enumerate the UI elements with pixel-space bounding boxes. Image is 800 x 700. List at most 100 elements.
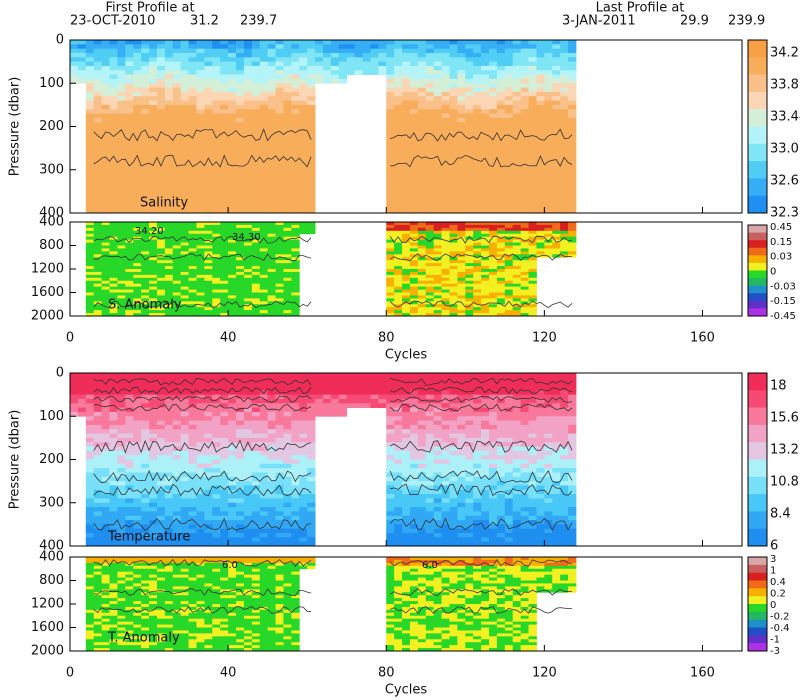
field-cell — [275, 187, 284, 192]
field-cell — [141, 143, 150, 149]
field-cell — [93, 373, 103, 378]
field-cell — [133, 139, 142, 145]
field-cell — [552, 165, 561, 171]
field-cell — [85, 485, 95, 491]
field-cell — [243, 476, 253, 482]
field-cell — [141, 178, 150, 184]
field-cell — [496, 245, 506, 249]
field-cell — [496, 152, 506, 158]
field-cell — [85, 507, 95, 512]
field-cell — [291, 61, 300, 67]
field-cell — [70, 373, 79, 378]
field-cell — [457, 87, 466, 93]
field-cell — [425, 208, 435, 214]
field-cell — [101, 61, 110, 67]
field-cell — [149, 411, 158, 417]
field-cell — [243, 117, 253, 123]
field-cell — [156, 204, 166, 210]
field-cell — [528, 139, 537, 145]
field-cell — [259, 224, 269, 229]
field-cell — [204, 489, 213, 495]
field-cell — [473, 224, 482, 229]
field-cell — [267, 200, 276, 205]
contour-line — [390, 128, 573, 142]
field-cell — [417, 40, 427, 45]
field-cell — [141, 260, 150, 264]
field-cell — [489, 227, 498, 232]
field-cell — [109, 100, 118, 106]
field-cell — [291, 269, 300, 273]
field-cell — [109, 143, 118, 149]
field-cell — [267, 245, 276, 249]
field-cell — [93, 385, 103, 391]
field-cell — [496, 260, 506, 264]
field-cell — [504, 187, 514, 192]
field-cell — [275, 424, 284, 430]
field-cell — [141, 280, 150, 285]
field-cell — [133, 104, 142, 110]
field-cell — [204, 208, 213, 214]
field-cell — [188, 292, 197, 296]
field-cell — [307, 187, 316, 192]
field-cell — [544, 135, 553, 140]
field-cell — [504, 274, 514, 279]
field-cell — [93, 424, 103, 430]
field-cell — [251, 502, 261, 508]
field-cell — [243, 260, 253, 264]
field-cell — [402, 91, 411, 97]
field-cell — [180, 295, 189, 299]
field-cell — [196, 528, 205, 534]
field-cell — [212, 533, 221, 538]
field-cell — [259, 373, 269, 378]
field-cell — [560, 57, 569, 63]
field-cell — [283, 117, 292, 123]
field-cell — [156, 433, 166, 439]
field-cell — [188, 472, 197, 478]
field-cell — [243, 515, 253, 521]
field-cell — [164, 191, 174, 197]
field-cell — [251, 289, 261, 293]
field-cell — [402, 313, 411, 317]
field-cell — [259, 165, 269, 171]
field-cell — [433, 182, 442, 188]
field-cell — [386, 266, 395, 270]
field-cell — [504, 310, 514, 314]
field-cell — [441, 257, 450, 261]
field-cell — [220, 96, 229, 101]
field-cell — [93, 304, 103, 308]
field-cell — [93, 204, 103, 210]
field-cell — [394, 91, 403, 97]
field-cell — [283, 433, 292, 439]
field-cell — [196, 122, 205, 127]
field-cell — [236, 390, 245, 396]
field-cell — [568, 195, 577, 201]
field-cell — [204, 44, 213, 50]
field-cell — [465, 248, 474, 252]
field-cell — [512, 135, 522, 140]
field-cell — [560, 251, 569, 255]
field-cell — [251, 304, 261, 308]
field-cell — [251, 187, 261, 192]
field-cell — [275, 310, 284, 314]
field-cell — [77, 407, 87, 413]
y-tick-label: 200 — [39, 119, 64, 134]
field-cell — [299, 227, 308, 232]
field-cell — [251, 245, 261, 249]
field-cell — [465, 169, 474, 175]
field-cell — [283, 398, 292, 404]
field-cell — [267, 307, 276, 311]
field-cell — [77, 390, 87, 396]
field-cell — [283, 468, 292, 473]
field-cell — [386, 242, 395, 246]
field-cell — [267, 283, 276, 288]
field-cell — [180, 266, 189, 270]
field-cell — [125, 222, 134, 226]
field-cell — [212, 187, 221, 192]
field-cell — [196, 44, 205, 50]
field-cell — [243, 251, 253, 255]
field-cell — [457, 61, 466, 67]
field-cell — [180, 289, 189, 293]
colorbar-swatch — [748, 300, 767, 309]
field-cell — [220, 174, 229, 179]
field-cell — [504, 239, 514, 243]
